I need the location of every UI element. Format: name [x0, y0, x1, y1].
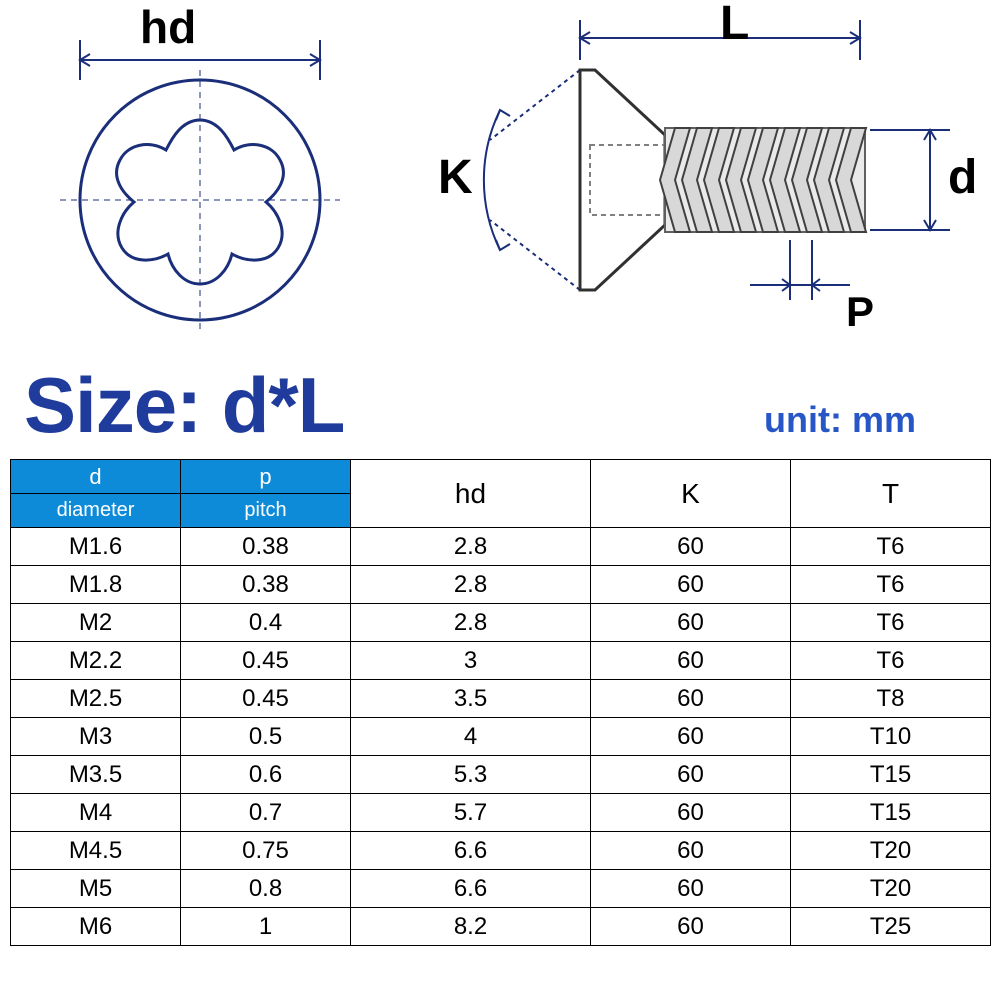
- unit-label: unit: mm: [764, 399, 976, 447]
- label-P: P: [846, 288, 874, 336]
- col-header-K: K: [591, 460, 791, 528]
- cell-p: 0.75: [181, 832, 351, 870]
- table-row: M3.50.65.360T15: [11, 756, 991, 794]
- cell-T: T10: [791, 718, 991, 756]
- table-row: M20.42.860T6: [11, 604, 991, 642]
- cell-d: M4.5: [11, 832, 181, 870]
- cell-p: 0.5: [181, 718, 351, 756]
- cell-hd: 3: [351, 642, 591, 680]
- col-header-d-top: d: [11, 460, 181, 494]
- label-hd: hd: [140, 0, 196, 54]
- diagram-area: hd: [0, 0, 1000, 360]
- size-title: Size: d*L: [24, 360, 344, 451]
- cell-hd: 6.6: [351, 870, 591, 908]
- cell-d: M5: [11, 870, 181, 908]
- cell-d: M1.8: [11, 566, 181, 604]
- torx-head-diagram: [20, 10, 380, 350]
- table-body: M1.60.382.860T6M1.80.382.860T6M20.42.860…: [11, 528, 991, 946]
- cell-T: T6: [791, 528, 991, 566]
- cell-T: T20: [791, 832, 991, 870]
- cell-K: 60: [591, 528, 791, 566]
- cell-K: 60: [591, 604, 791, 642]
- cell-hd: 2.8: [351, 528, 591, 566]
- cell-K: 60: [591, 718, 791, 756]
- cell-p: 0.38: [181, 566, 351, 604]
- table-row: M50.86.660T20: [11, 870, 991, 908]
- screw-side-diagram: [430, 0, 990, 360]
- label-K: K: [438, 150, 473, 205]
- cell-hd: 3.5: [351, 680, 591, 718]
- cell-d: M2.2: [11, 642, 181, 680]
- table-row: M2.50.453.560T8: [11, 680, 991, 718]
- table-row: M40.75.760T15: [11, 794, 991, 832]
- col-header-T: T: [791, 460, 991, 528]
- table-row: M1.60.382.860T6: [11, 528, 991, 566]
- cell-hd: 5.3: [351, 756, 591, 794]
- col-header-p-bottom: pitch: [181, 494, 351, 528]
- cell-hd: 8.2: [351, 908, 591, 946]
- cell-p: 1: [181, 908, 351, 946]
- cell-d: M4: [11, 794, 181, 832]
- cell-K: 60: [591, 756, 791, 794]
- label-L: L: [720, 0, 749, 51]
- cell-p: 0.4: [181, 604, 351, 642]
- cell-d: M2.5: [11, 680, 181, 718]
- table-row: M1.80.382.860T6: [11, 566, 991, 604]
- table-row: M2.20.45360T6: [11, 642, 991, 680]
- cell-hd: 2.8: [351, 604, 591, 642]
- cell-p: 0.38: [181, 528, 351, 566]
- cell-d: M6: [11, 908, 181, 946]
- col-header-p-top: p: [181, 460, 351, 494]
- cell-T: T8: [791, 680, 991, 718]
- cell-p: 0.45: [181, 680, 351, 718]
- cell-T: T20: [791, 870, 991, 908]
- cell-p: 0.6: [181, 756, 351, 794]
- cell-d: M1.6: [11, 528, 181, 566]
- cell-K: 60: [591, 680, 791, 718]
- cell-K: 60: [591, 794, 791, 832]
- cell-p: 0.45: [181, 642, 351, 680]
- cell-T: T15: [791, 794, 991, 832]
- table-head: dphdKTdiameterpitch: [11, 460, 991, 528]
- cell-hd: 6.6: [351, 832, 591, 870]
- table-row: M618.260T25: [11, 908, 991, 946]
- cell-K: 60: [591, 870, 791, 908]
- cell-d: M3: [11, 718, 181, 756]
- cell-T: T6: [791, 566, 991, 604]
- cell-K: 60: [591, 832, 791, 870]
- cell-T: T6: [791, 642, 991, 680]
- cell-K: 60: [591, 566, 791, 604]
- cell-K: 60: [591, 642, 791, 680]
- cell-d: M3.5: [11, 756, 181, 794]
- cell-T: T25: [791, 908, 991, 946]
- table-row: M30.5460T10: [11, 718, 991, 756]
- cell-hd: 2.8: [351, 566, 591, 604]
- label-d: d: [948, 150, 977, 205]
- col-header-d-bottom: diameter: [11, 494, 181, 528]
- cell-d: M2: [11, 604, 181, 642]
- cell-p: 0.8: [181, 870, 351, 908]
- title-row: Size: d*L unit: mm: [0, 360, 1000, 459]
- cell-hd: 5.7: [351, 794, 591, 832]
- col-header-hd: hd: [351, 460, 591, 528]
- table-row: M4.50.756.660T20: [11, 832, 991, 870]
- cell-K: 60: [591, 908, 791, 946]
- cell-hd: 4: [351, 718, 591, 756]
- cell-T: T15: [791, 756, 991, 794]
- spec-table: dphdKTdiameterpitch M1.60.382.860T6M1.80…: [10, 459, 991, 946]
- cell-T: T6: [791, 604, 991, 642]
- cell-p: 0.7: [181, 794, 351, 832]
